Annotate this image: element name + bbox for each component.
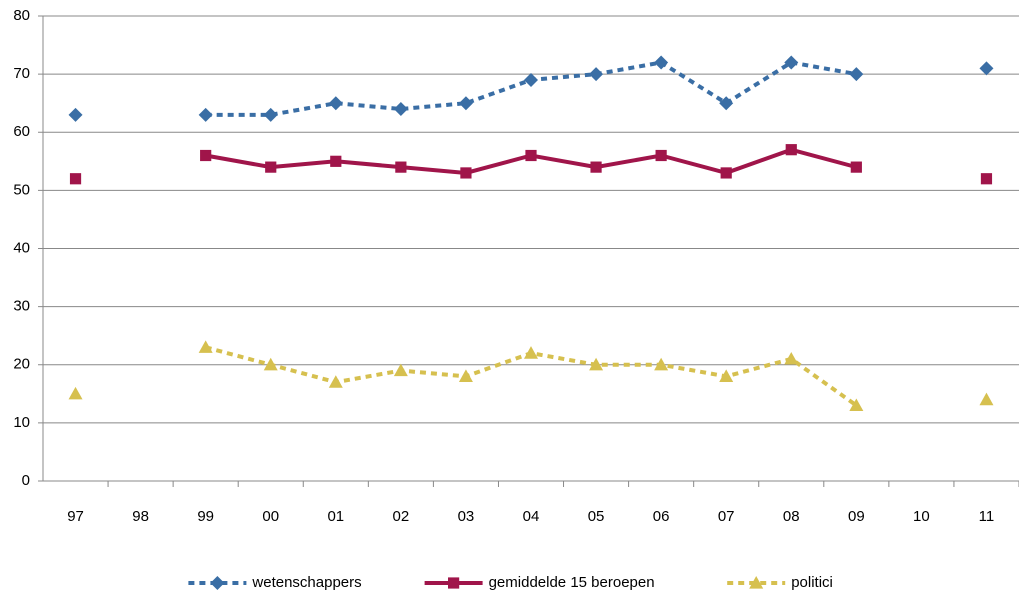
data-point (200, 149, 212, 162)
x-tick-label: 01 (327, 508, 344, 525)
x-tick-label: 02 (393, 508, 410, 525)
data-point (69, 173, 82, 185)
data-point (328, 96, 343, 111)
x-tick-label: 07 (718, 508, 735, 525)
data-point (654, 55, 669, 70)
x-tick-label: 97 (67, 508, 84, 525)
data-point (198, 107, 213, 122)
x-tick-label: 05 (588, 508, 605, 525)
data-point (720, 167, 732, 179)
data-point (849, 67, 864, 82)
legend-marker (210, 576, 225, 590)
x-tick-label: 98 (132, 508, 149, 525)
data-point (458, 96, 473, 111)
x-tick-label: 06 (653, 508, 670, 525)
y-tick-label: 50 (13, 181, 30, 198)
data-point (849, 398, 864, 412)
data-point (393, 363, 408, 377)
data-point (654, 357, 669, 371)
data-point (785, 144, 797, 156)
data-point (719, 96, 734, 111)
data-point (655, 149, 667, 162)
data-point (979, 392, 994, 406)
data-point (263, 357, 278, 371)
data-point (68, 386, 83, 400)
y-tick-label: 30 (13, 298, 30, 315)
legend-marker (448, 577, 460, 589)
legend-marker (749, 576, 764, 589)
series-line (206, 347, 987, 405)
legend-label: wetenschappers (251, 574, 361, 591)
y-tick-label: 10 (13, 414, 30, 431)
x-tick-label: 00 (262, 508, 279, 525)
data-point (980, 173, 993, 185)
data-point (719, 369, 734, 382)
data-point (328, 375, 343, 388)
x-tick-label: 03 (458, 508, 475, 525)
x-tick-label: 99 (197, 508, 214, 525)
x-tick-label: 11 (979, 508, 995, 525)
y-tick-label: 60 (13, 123, 30, 140)
x-tick-label: 04 (523, 508, 540, 525)
data-point (395, 161, 407, 173)
data-point (524, 346, 538, 359)
data-point (784, 351, 799, 365)
data-point (265, 161, 277, 173)
data-point (784, 55, 799, 70)
legend-label: politici (791, 574, 833, 591)
data-point (524, 72, 538, 87)
legend-label: gemiddelde 15 beroepen (489, 574, 655, 591)
data-point (458, 369, 473, 382)
data-point (263, 107, 278, 122)
data-point (330, 155, 342, 167)
y-tick-label: 20 (13, 356, 30, 373)
x-tick-label: 08 (783, 508, 800, 525)
data-point (460, 167, 472, 179)
data-point (589, 357, 604, 371)
data-point (393, 102, 408, 116)
y-tick-label: 80 (13, 7, 30, 24)
y-tick-label: 40 (13, 239, 30, 256)
x-tick-label: 10 (913, 508, 930, 525)
data-point (68, 107, 83, 122)
y-tick-label: 70 (13, 65, 30, 82)
data-point (590, 161, 602, 173)
data-point (850, 161, 862, 173)
y-tick-label: 0 (22, 472, 30, 489)
data-point (525, 149, 537, 162)
data-point (589, 67, 604, 82)
data-point (198, 340, 213, 353)
x-tick-label: 09 (848, 508, 865, 525)
data-point (979, 61, 994, 76)
